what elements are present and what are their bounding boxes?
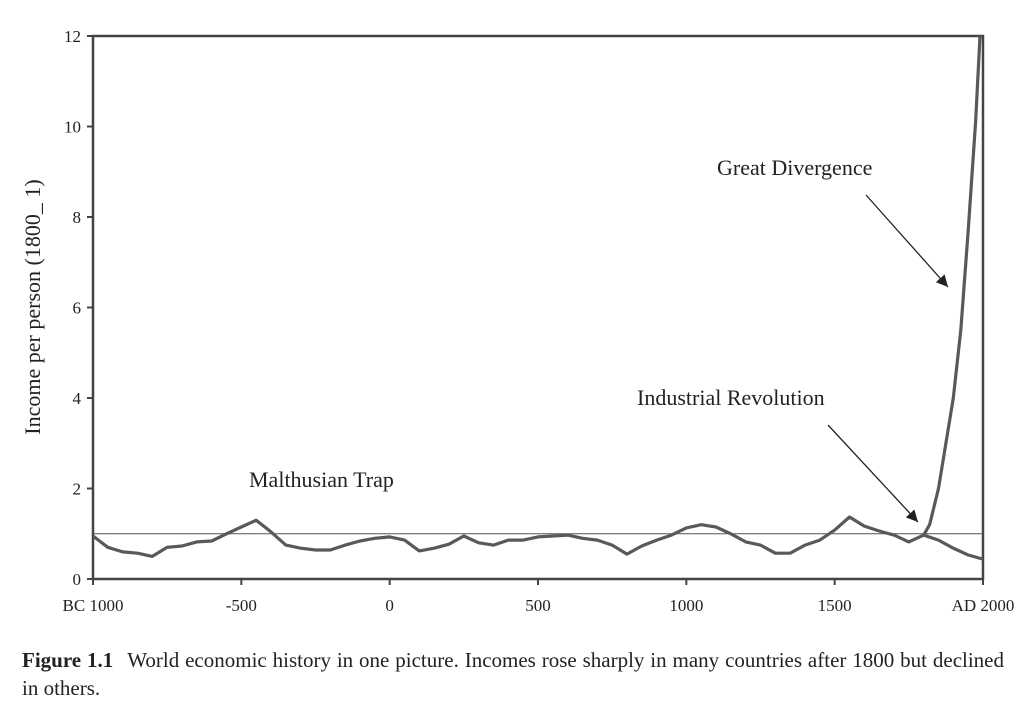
x-tick-label: 1500 <box>818 596 852 615</box>
caption: Figure 1.1 World economic history in one … <box>22 646 1004 702</box>
y-tick-label: 0 <box>73 570 82 589</box>
caption-text: World economic history in one picture. I… <box>22 648 1005 700</box>
y-tick-label: 10 <box>64 118 81 137</box>
y-tick-label: 4 <box>73 389 82 408</box>
caption-label: Figure 1.1 <box>22 648 114 672</box>
x-tick-label: AD 2000 <box>952 596 1015 615</box>
series-line <box>93 36 982 558</box>
y-tick-label: 8 <box>73 208 82 227</box>
annotation: Great Divergence <box>717 155 872 180</box>
annotation: Industrial Revolution <box>637 385 825 410</box>
series-line <box>923 533 983 561</box>
x-tick-label: 0 <box>385 596 394 615</box>
annotation-arrow <box>827 424 919 523</box>
annotation-arrow <box>865 194 949 288</box>
x-tick-label: 1000 <box>669 596 703 615</box>
chart: Income per person (1800_ 1) Malthusian T… <box>20 27 1015 615</box>
y-tick-label: 2 <box>73 480 82 499</box>
y-tick-label: 6 <box>73 299 82 318</box>
x-tick-label: BC 1000 <box>63 596 124 615</box>
x-tick-label: 500 <box>525 596 551 615</box>
plot-frame <box>91 34 985 581</box>
y-axis-label: Income per person (1800_ 1) <box>20 179 45 434</box>
annotation: Malthusian Trap <box>249 467 394 492</box>
y-tick-label: 12 <box>64 27 81 46</box>
x-tick-label: -500 <box>226 596 257 615</box>
